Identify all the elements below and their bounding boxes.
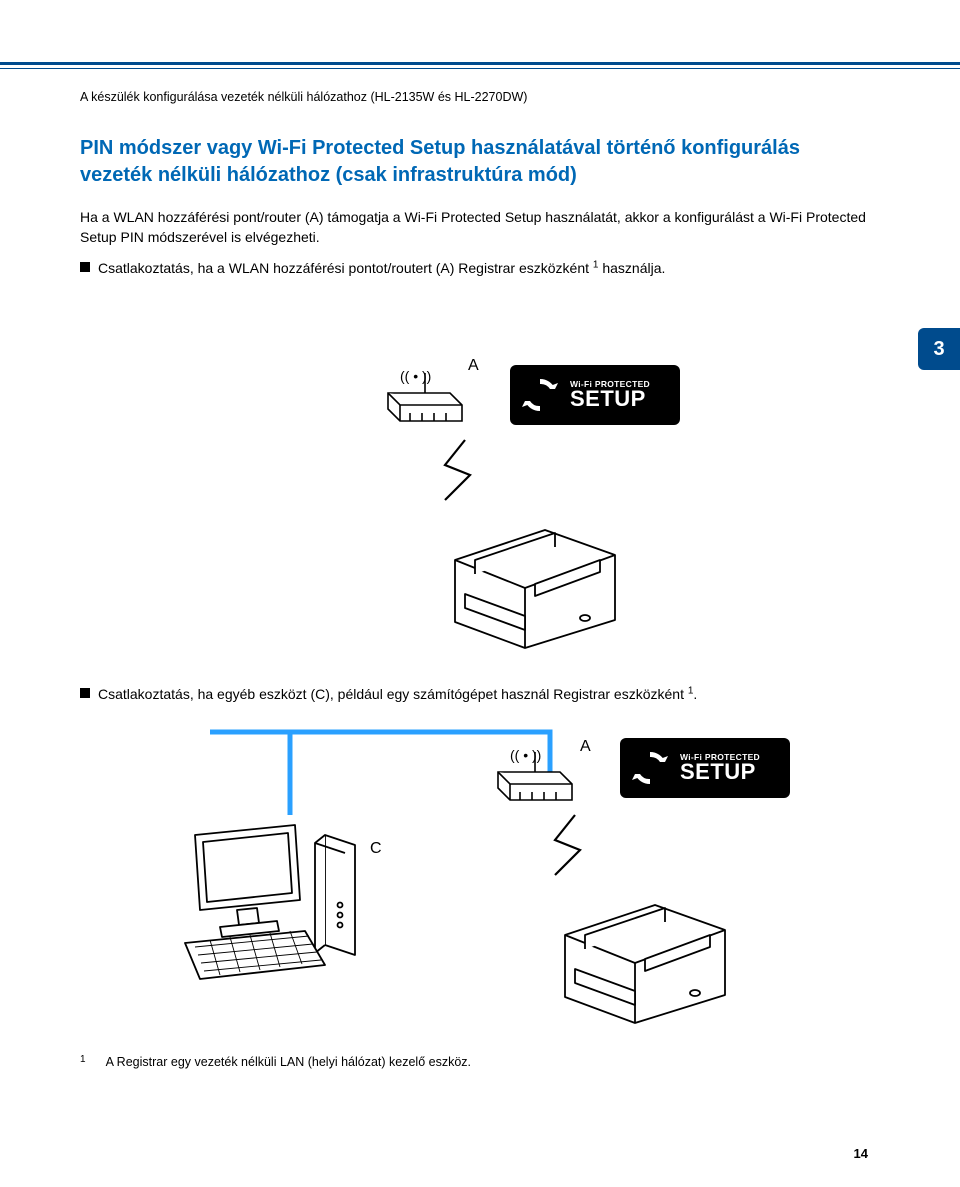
svg-text:(( • )): (( • )): [400, 368, 431, 384]
bullet-2-prefix: Csatlakoztatás, ha egyéb eszközt (C), pé…: [98, 686, 688, 702]
computer-label-c: C: [370, 840, 382, 858]
diagram-1: Wi-Fi PROTECTED SETUP A (( • )): [80, 365, 870, 645]
bullet-1-prefix: Csatlakoztatás, ha a WLAN hozzáférési po…: [98, 260, 593, 276]
wps-badge: Wi-Fi PROTECTED SETUP: [620, 738, 790, 798]
svg-text:(( • )): (( • )): [510, 747, 541, 763]
wps-text: Wi-Fi PROTECTED SETUP: [680, 753, 760, 784]
page-title: PIN módszer vagy Wi-Fi Protected Setup h…: [80, 135, 870, 189]
wps-badge: Wi-Fi PROTECTED SETUP: [510, 365, 680, 425]
wps-text: Wi-Fi PROTECTED SETUP: [570, 380, 650, 411]
router-label-a-2: A: [580, 738, 591, 756]
bullet-1-text: Csatlakoztatás, ha a WLAN hozzáférési po…: [98, 258, 870, 278]
intro-paragraph: Ha a WLAN hozzáférési pont/router (A) tá…: [80, 207, 870, 248]
router-icon: (( • )): [490, 742, 580, 812]
bullet-2: Csatlakoztatás, ha egyéb eszközt (C), pé…: [80, 684, 870, 704]
bullet-2-suffix: .: [693, 686, 697, 702]
footnote-text: A Registrar egy vezeték nélküli LAN (hel…: [106, 1055, 471, 1069]
bullet-square-icon: [80, 262, 90, 272]
wps-big: SETUP: [570, 388, 650, 410]
wps-arrows-icon: [520, 375, 560, 415]
bullet-square-icon: [80, 688, 90, 698]
bullet-2-text: Csatlakoztatás, ha egyéb eszközt (C), pé…: [98, 684, 870, 704]
page-number: 14: [854, 1146, 868, 1161]
bullet-1: Csatlakoztatás, ha a WLAN hozzáférési po…: [80, 258, 870, 278]
router-icon: (( • )): [380, 363, 470, 433]
content: PIN módszer vagy Wi-Fi Protected Setup h…: [80, 135, 870, 278]
footnote-number: 1: [80, 1054, 86, 1068]
header-rule-thick: [0, 62, 960, 65]
page: A készülék konfigurálása vezeték nélküli…: [0, 0, 960, 1187]
wps-arrows-icon: [630, 748, 670, 788]
chapter-tab: 3: [918, 328, 960, 370]
wps-big: SETUP: [680, 761, 760, 783]
header-rule-thin: [0, 68, 960, 69]
computer-icon: [175, 815, 370, 985]
bullet-2-wrap: Csatlakoztatás, ha egyéb eszközt (C), pé…: [80, 680, 870, 704]
header-text: A készülék konfigurálása vezeték nélküli…: [80, 90, 527, 104]
printer-icon: [545, 875, 745, 1025]
bullet-1-suffix: használja.: [598, 260, 665, 276]
printer-icon: [435, 500, 635, 650]
footnote: 1 A Registrar egy vezeték nélküli LAN (h…: [80, 1055, 870, 1069]
diagram-2: Wi-Fi PROTECTED SETUP A C (( • )): [80, 720, 870, 1040]
